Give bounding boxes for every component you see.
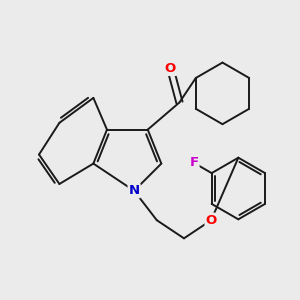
Text: O: O: [206, 214, 217, 227]
Text: F: F: [189, 156, 199, 170]
Text: N: N: [129, 184, 140, 197]
Text: O: O: [165, 62, 176, 75]
